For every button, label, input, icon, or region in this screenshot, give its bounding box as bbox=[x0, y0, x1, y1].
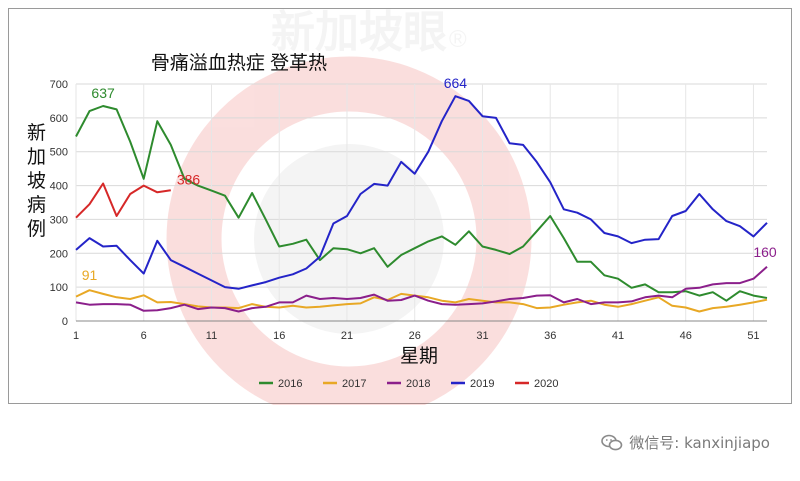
legend-label-2017: 2017 bbox=[342, 378, 366, 390]
series-line-2020 bbox=[75, 182, 171, 219]
y-tick-label: 400 bbox=[50, 181, 68, 193]
x-tick-label: 6 bbox=[141, 330, 147, 342]
series-lines bbox=[75, 95, 768, 313]
series-line-2019 bbox=[75, 95, 768, 290]
series-line-2016 bbox=[75, 105, 768, 302]
data-label: 386 bbox=[177, 171, 201, 187]
wechat-icon bbox=[601, 434, 623, 450]
y-axis-label-char: 例 bbox=[27, 218, 46, 240]
data-label: 637 bbox=[91, 85, 115, 101]
legend-label-2019: 2019 bbox=[470, 378, 494, 390]
data-label: 160 bbox=[753, 244, 777, 260]
watermark-text: 新加坡眼 bbox=[271, 9, 447, 57]
y-axis-label-char: 新 bbox=[27, 122, 46, 144]
y-tick-label: 100 bbox=[50, 282, 68, 294]
wechat-id: 微信号: kanxinjiapo bbox=[629, 434, 770, 452]
legend-label-2020: 2020 bbox=[534, 378, 558, 390]
y-tick-label: 700 bbox=[50, 79, 68, 91]
page-footer: 微信号: kanxinjiapo bbox=[0, 404, 800, 481]
x-tick-label: 41 bbox=[612, 330, 624, 342]
watermark-pin bbox=[309, 369, 389, 405]
series-line-2017 bbox=[75, 289, 768, 313]
x-tick-label: 51 bbox=[747, 330, 759, 342]
y-axis-label-char: 加 bbox=[27, 146, 46, 168]
series-line-2018 bbox=[75, 266, 768, 313]
legend-label-2018: 2018 bbox=[406, 378, 430, 390]
y-tick-label: 300 bbox=[50, 214, 68, 226]
y-axis-label-char: 病 bbox=[27, 194, 46, 216]
watermark-disc bbox=[254, 144, 444, 334]
chart-frame: 新加坡眼 ® 0 100 200 300 400 500 600 700 1 6 11 16 21 26 3… bbox=[8, 8, 792, 405]
y-tick-label: 200 bbox=[50, 248, 68, 260]
x-tick-label: 11 bbox=[206, 330, 217, 342]
data-labels: 637 91 386 664 160 bbox=[82, 75, 777, 283]
x-tick-label: 1 bbox=[73, 330, 79, 342]
chart-title: 骨痛溢血热症 登革热 bbox=[151, 52, 327, 74]
data-label: 664 bbox=[444, 75, 468, 91]
x-tick-label: 16 bbox=[273, 330, 285, 342]
x-tick-label: 46 bbox=[680, 330, 692, 342]
y-tick-label: 0 bbox=[62, 316, 68, 328]
x-tick-label: 21 bbox=[341, 330, 353, 342]
legend-label-2016: 2016 bbox=[278, 378, 302, 390]
x-axis-label: 星期 bbox=[400, 345, 438, 367]
legend: 2016 2017 2018 2019 2020 bbox=[259, 378, 558, 390]
y-tick-label: 600 bbox=[50, 113, 68, 125]
x-tick-label: 36 bbox=[544, 330, 556, 342]
x-tick-label: 26 bbox=[409, 330, 421, 342]
y-axis-label-char: 坡 bbox=[27, 170, 46, 192]
wechat-badge: 微信号: kanxinjiapo bbox=[601, 432, 770, 453]
y-tick-label: 500 bbox=[50, 147, 68, 159]
data-label: 91 bbox=[82, 267, 98, 283]
y-axis-label: 新加坡病例 bbox=[27, 122, 46, 240]
watermark-registered-mark: ® bbox=[449, 26, 467, 53]
x-tick-label: 31 bbox=[476, 330, 488, 342]
